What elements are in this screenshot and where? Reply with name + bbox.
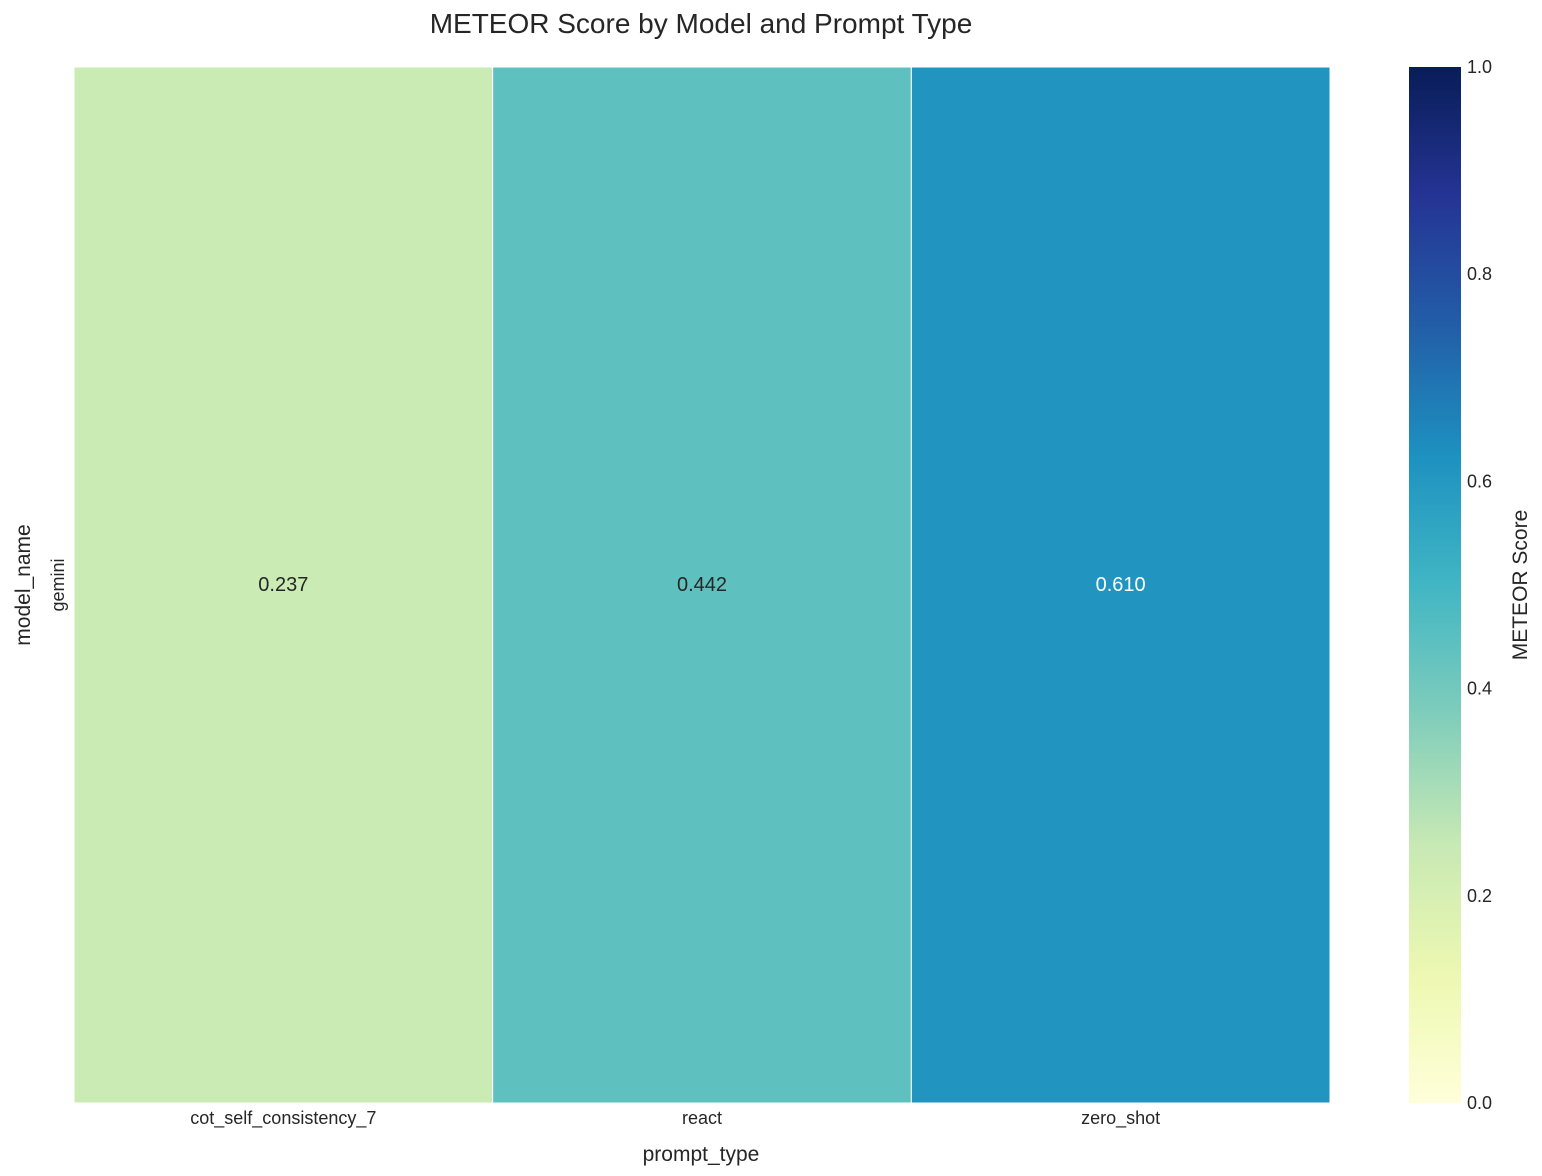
x-tick-label: zero_shot xyxy=(1081,1108,1160,1129)
colorbar: 0.0 0.2 0.4 0.6 0.8 1.0 METEOR Score xyxy=(1409,57,1532,1113)
colorbar-ticks: 0.0 0.2 0.4 0.6 0.8 1.0 xyxy=(1467,57,1492,1113)
y-axis-label: model_name xyxy=(12,524,35,645)
heatmap-cells xyxy=(73,66,1331,1104)
cell-value-label: 0.237 xyxy=(258,574,308,596)
colorbar-tick-label: 0.6 xyxy=(1467,471,1492,491)
cell-value-label: 0.442 xyxy=(677,574,727,596)
cell-value-label: 0.610 xyxy=(1096,574,1146,596)
heatmap-cell xyxy=(73,66,494,1104)
colorbar-tick-label: 0.2 xyxy=(1467,886,1492,906)
heatmap-cell xyxy=(492,66,912,1104)
y-tick-labels: gemini xyxy=(48,558,68,611)
x-tick-label: cot_self_consistency_7 xyxy=(190,1108,376,1129)
colorbar-label: METEOR Score xyxy=(1509,510,1532,661)
colorbar-tick-label: 0.0 xyxy=(1467,1093,1492,1113)
heatmap-cell-labels: 0.237 0.442 0.610 xyxy=(258,574,1145,596)
colorbar-tick-label: 0.8 xyxy=(1467,264,1492,284)
x-tick-labels: cot_self_consistency_7 react zero_shot xyxy=(190,1108,1160,1129)
heatmap-cell xyxy=(910,66,1331,1104)
colorbar-tick-label: 1.0 xyxy=(1467,57,1492,77)
x-axis-label: prompt_type xyxy=(643,1143,760,1166)
colorbar-tick-label: 0.4 xyxy=(1467,679,1492,699)
colorbar-gradient xyxy=(1409,67,1461,1103)
chart-title: METEOR Score by Model and Prompt Type xyxy=(430,8,973,39)
y-tick-label: gemini xyxy=(48,558,68,611)
x-tick-label: react xyxy=(682,1108,722,1128)
